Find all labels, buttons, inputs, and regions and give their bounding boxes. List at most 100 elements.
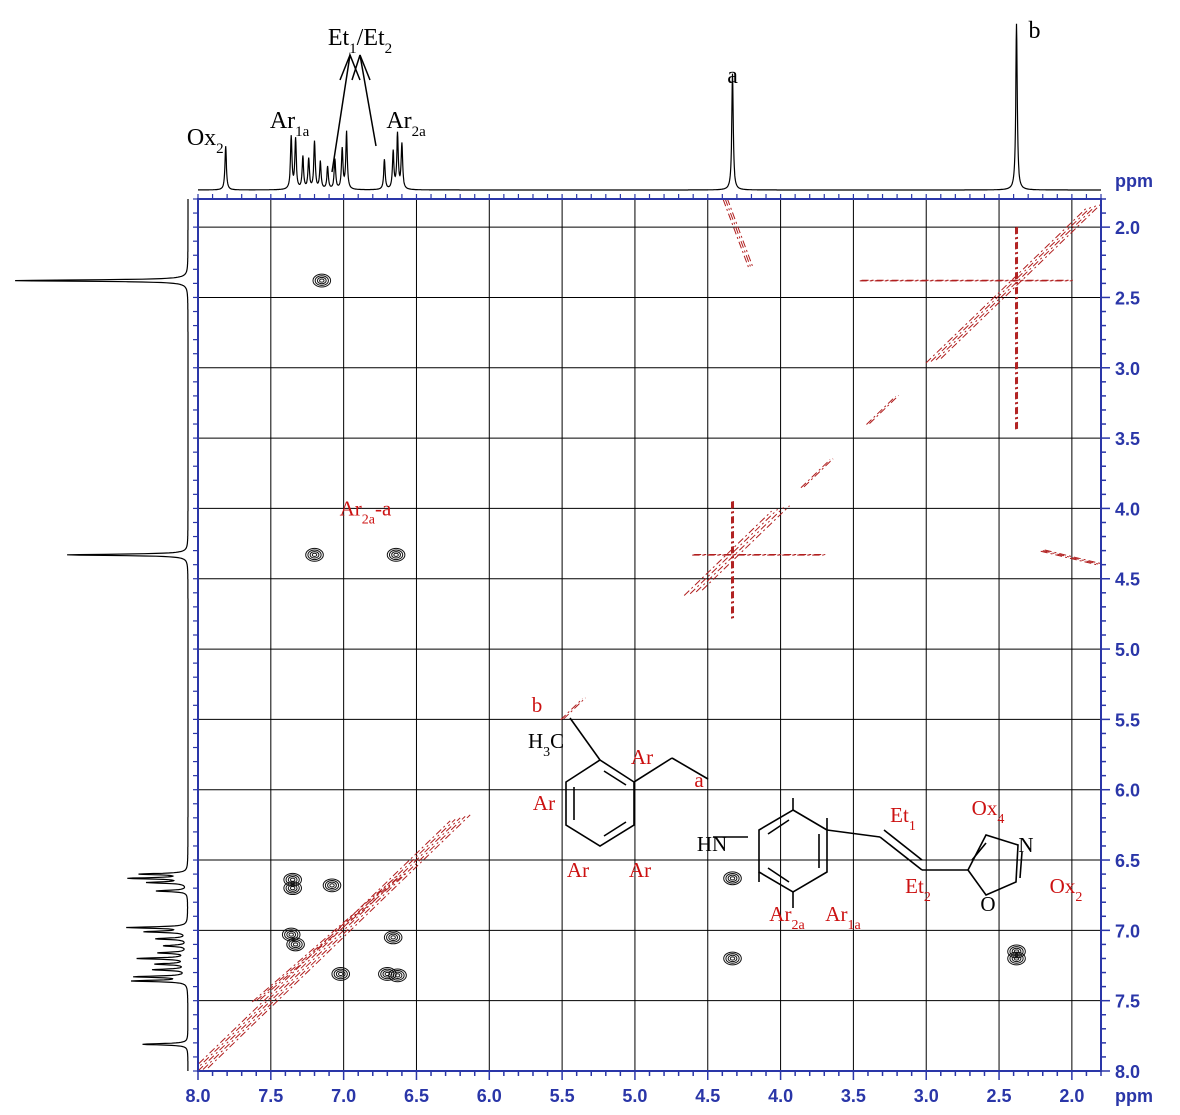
cross-peak [1007, 951, 1026, 966]
x-tick-label: 3.0 [914, 1086, 939, 1106]
x-tick-label: 8.0 [185, 1086, 210, 1106]
grid [197, 199, 1101, 1072]
y-tick-label: 2.5 [1115, 288, 1140, 308]
peak-label-et: Et1/Et2 [328, 25, 392, 57]
top-1d-spectrum [198, 23, 1101, 191]
ring-double-bond [767, 867, 790, 883]
peak-label-ar1a: Ar1a [270, 108, 310, 140]
proton-spectrum-left [15, 199, 189, 1071]
cross-peak [322, 878, 342, 893]
cross-peak [386, 547, 406, 562]
peak-label-a: a [727, 63, 738, 89]
x-tick-label: 2.5 [987, 1086, 1012, 1106]
mol-label-ar1a: Ar1a [825, 902, 861, 933]
y-tick-label: 7.5 [1115, 992, 1140, 1012]
benzene-ring-middle [758, 809, 828, 893]
y-tick-label: 3.5 [1115, 429, 1140, 449]
diagonal-band-b [925, 203, 1101, 364]
cross-peak [286, 937, 305, 952]
x-tick-label: 6.0 [477, 1086, 502, 1106]
top-artefact [722, 199, 754, 271]
vinyl-bond [826, 829, 881, 838]
mol-label-ar-top: Ar [631, 745, 653, 769]
y-tick-label: 3.0 [1115, 359, 1140, 379]
cross-peak [312, 273, 332, 288]
ring-double-bond [603, 821, 627, 837]
y-tick-label: 6.5 [1115, 851, 1140, 871]
t1-streak-a [692, 554, 826, 556]
y-tick-label: 7.0 [1115, 921, 1140, 941]
mol-label-ar-bottom-right: Ar [629, 858, 651, 882]
x-tick-label: 7.5 [258, 1086, 283, 1106]
mol-label-ar2a: Ar2a [769, 902, 805, 933]
x-tick-label: 3.5 [841, 1086, 866, 1106]
x-tick-label: 6.5 [404, 1086, 429, 1106]
mol-amine: HN [697, 832, 727, 856]
mol-nitrogen: N [1018, 833, 1033, 857]
cross-peak [383, 930, 403, 945]
y-tick-label: 4.0 [1115, 499, 1140, 519]
right-artefact [1040, 549, 1101, 566]
mol-oxygen: O [980, 892, 995, 916]
cross-peak [283, 881, 302, 896]
cross-peak [305, 547, 324, 562]
t1-streak-b-vert [1015, 226, 1019, 432]
molecule-labels: b H3C Ar a Ar Ar Ar HN Ar2a Ar1a Et1 Et2 Ox4 N O Ox2 [528, 693, 1082, 933]
vinyl-double [883, 829, 923, 861]
mol-label-et2: Et2 [905, 874, 931, 905]
diagonal-spot [800, 458, 834, 489]
methyl-bond [569, 717, 601, 761]
oxazole-ring [967, 834, 1019, 896]
plot-frame [197, 198, 1102, 1072]
mol-methyl: H3C [528, 729, 564, 760]
x-tick-label: 4.5 [695, 1086, 720, 1106]
benzene-ring-left [565, 759, 635, 847]
ring-double-bond [767, 819, 790, 835]
cross-peak [331, 967, 351, 981]
y-tick-label: 8.0 [1115, 1062, 1140, 1082]
cross-peak [1007, 944, 1026, 959]
diagonal-band-aromatic [198, 814, 471, 1071]
ch2-nh-bond [671, 757, 709, 780]
x-tick-label: 7.0 [331, 1086, 356, 1106]
contour-layer [198, 199, 1101, 1071]
y-tick-label: 2.0 [1115, 218, 1140, 238]
annotation-ar2a-a: Ar2a-a [340, 496, 392, 527]
mol-label-et1: Et1 [890, 803, 916, 834]
y-tick-label: 6.0 [1115, 781, 1140, 801]
proton-spectrum-top [198, 23, 1101, 191]
peak-label-ox2: Ox2 [187, 125, 224, 157]
diagonal-band-a [683, 505, 790, 596]
diagonal-spot [560, 697, 586, 721]
vinyl-bond [879, 836, 923, 871]
t1-streak-a-vert [731, 501, 735, 622]
ch2-bond [633, 757, 673, 783]
ring-double-bond [603, 770, 627, 786]
diagonal-spot [866, 395, 899, 425]
mol-label-ar-bottom-left: Ar [567, 858, 589, 882]
oxazole-double [971, 842, 987, 861]
y-tick-label: 5.0 [1115, 640, 1140, 660]
molecule-structure [565, 717, 1023, 908]
cross-peak [723, 871, 742, 886]
x-tick-label: 2.0 [1059, 1086, 1084, 1106]
mol-label-a: a [694, 768, 704, 792]
x-tick-label: 5.0 [622, 1086, 647, 1106]
peak-label-ar2a: Ar2a [386, 108, 426, 140]
mol-label-ar-left: Ar [533, 791, 555, 815]
y-tick-label: 5.5 [1115, 710, 1140, 730]
x-axis-label: ppm [1115, 1086, 1153, 1106]
mol-label-ox2: Ox2 [1050, 874, 1083, 905]
cross-peak [723, 951, 742, 966]
et-arrows [331, 52, 377, 173]
peak-label-b: b [1029, 18, 1041, 44]
left-1d-spectrum [15, 199, 189, 1071]
cross-peak [378, 967, 397, 981]
diagonal-band-aromatic-2 [251, 872, 407, 1003]
x-tick-label: 5.5 [550, 1086, 575, 1106]
axes: 8.0 7.5 7.0 6.5 6.0 5.5 5.0 4.5 4.0 3.5 3.0 2.5 2.0 2… [185, 171, 1153, 1106]
oxazole-double [1019, 851, 1023, 879]
peak-labels: Ox2 Ar1a Et1/Et2 Ar2a a b Ar2a-a [187, 18, 1041, 527]
